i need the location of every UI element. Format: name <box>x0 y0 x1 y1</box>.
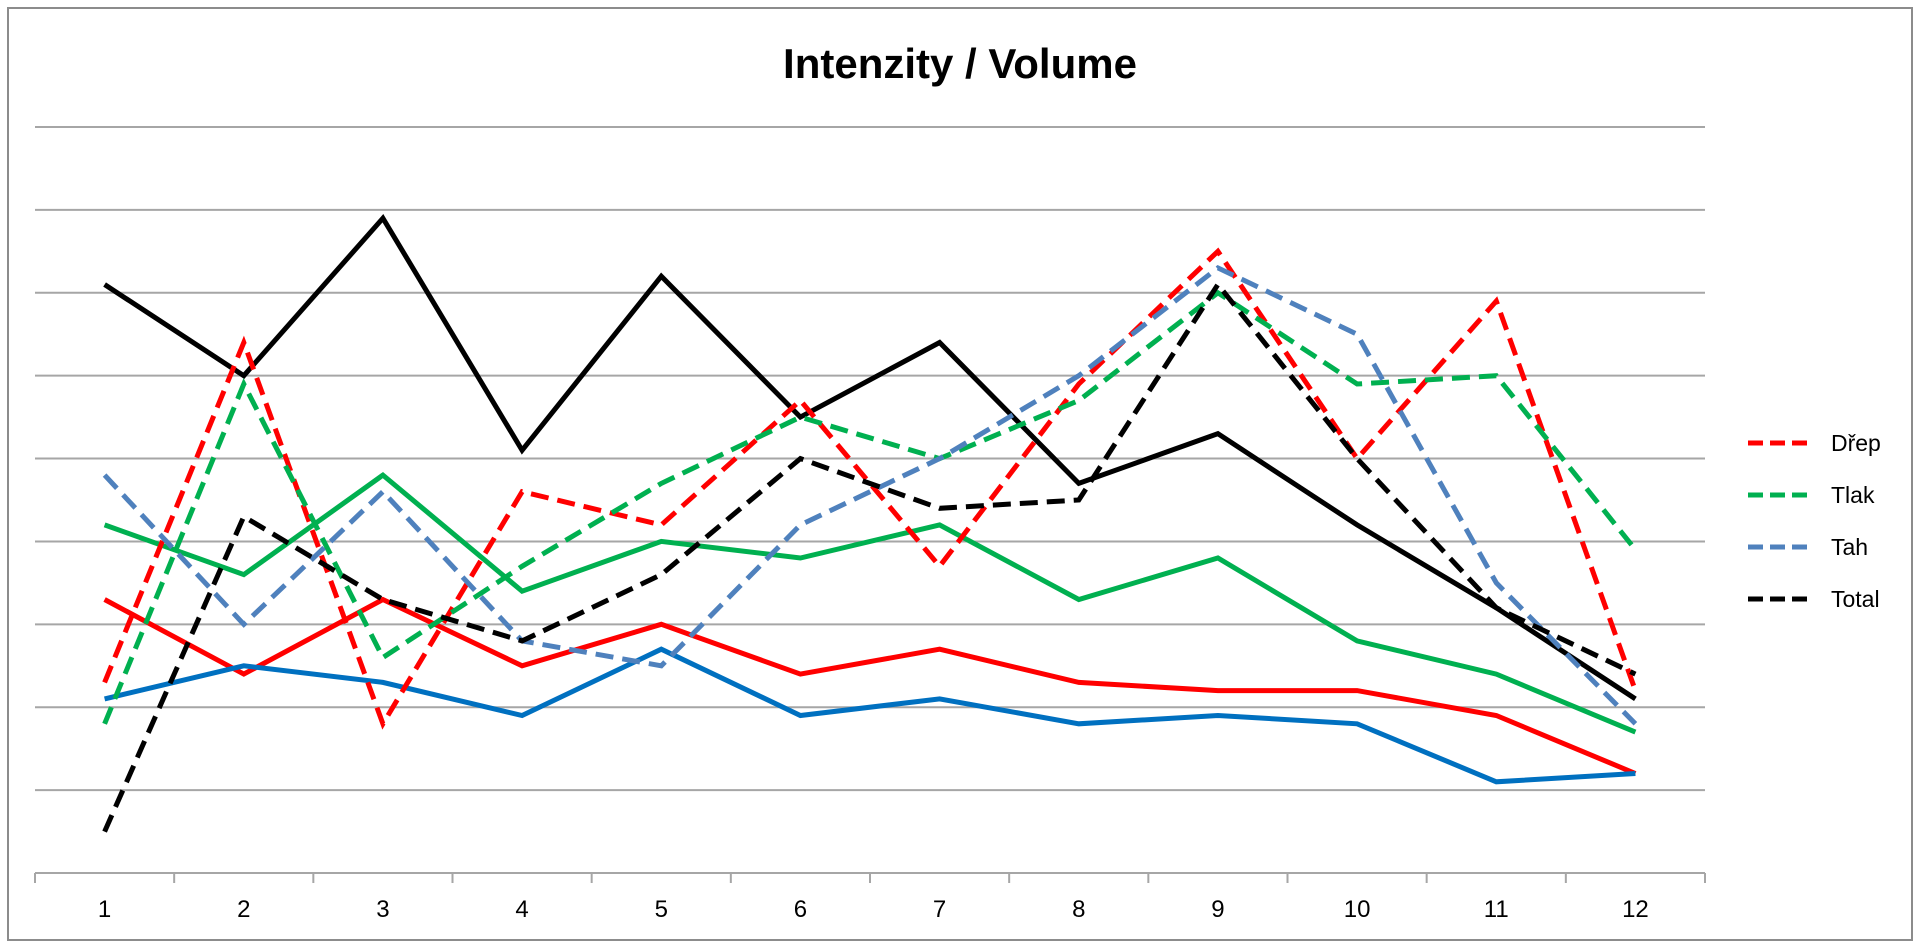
chart-frame <box>7 7 1913 941</box>
series-line <box>102 289 1638 725</box>
series-line <box>103 213 1637 701</box>
legend-label: Tah <box>1831 534 1868 560</box>
x-tick-label: 12 <box>1622 896 1649 923</box>
x-tick-label: 2 <box>237 896 250 923</box>
x-tick-label: 8 <box>1072 896 1085 923</box>
series-group <box>102 213 1638 833</box>
legend: Dřep Tlak Tah Total <box>1748 430 1881 612</box>
x-tick-label: 10 <box>1344 896 1371 923</box>
x-tick-label: 3 <box>376 896 389 923</box>
x-tick-label: 11 <box>1484 896 1509 923</box>
series-line <box>103 471 1637 735</box>
x-tick-label: 9 <box>1211 896 1224 923</box>
x-tick-label: 6 <box>794 896 807 923</box>
x-tick-label: 1 <box>98 896 111 923</box>
gridlines <box>35 126 1705 792</box>
series-line <box>104 646 1636 785</box>
series-line <box>102 264 1638 726</box>
series-line <box>102 280 1637 833</box>
legend-label: Tlak <box>1831 482 1875 508</box>
x-tick-label: 7 <box>933 896 946 923</box>
x-tick-label: 4 <box>515 896 528 923</box>
legend-label: Total <box>1831 586 1880 612</box>
series-line <box>102 247 1638 730</box>
x-tick-label: 5 <box>655 896 668 923</box>
x-axis: 1 2 3 4 5 6 7 8 9 10 11 12 <box>34 872 1706 923</box>
legend-label: Dřep <box>1831 430 1881 456</box>
chart-title: Intenzity / Volume <box>783 40 1137 87</box>
